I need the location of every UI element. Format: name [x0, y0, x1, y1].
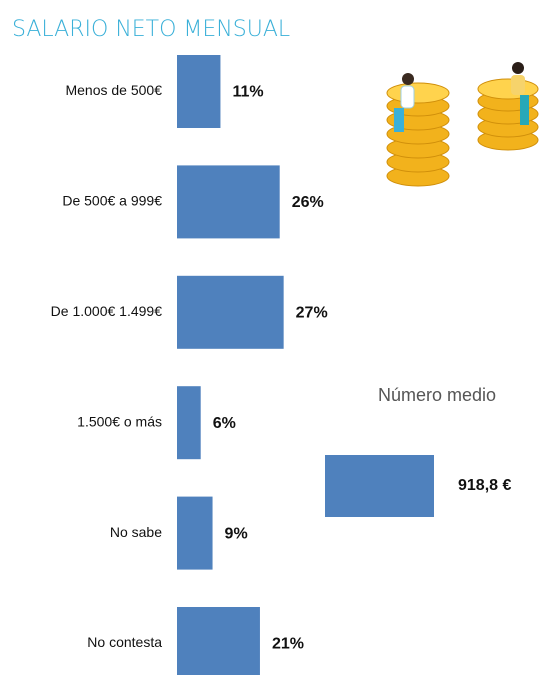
- average-bar: [325, 455, 434, 517]
- category-label: De 1.000€ 1.499€: [51, 303, 163, 319]
- value-label: 21%: [272, 636, 304, 653]
- value-label: 11%: [232, 84, 263, 101]
- bar: [177, 496, 213, 570]
- category-label: Menos de 500€: [65, 82, 162, 98]
- value-label: 9%: [225, 525, 248, 542]
- average-label: 918,8 €: [458, 477, 511, 494]
- average-title: Número medio: [378, 385, 496, 405]
- category-label: No sabe: [110, 524, 162, 540]
- bar: [177, 165, 280, 239]
- bar: [177, 55, 221, 128]
- category-label: 1.500€ o más: [77, 413, 162, 429]
- category-label: De 500€ a 999€: [62, 193, 162, 209]
- value-label: 26%: [292, 194, 324, 211]
- bar: [177, 607, 260, 675]
- value-label: 27%: [296, 305, 328, 322]
- bar: [177, 386, 201, 460]
- bar: [177, 275, 284, 349]
- category-label: No contesta: [87, 634, 162, 650]
- chart-title: SALARIO NETO MENSUAL: [12, 17, 290, 42]
- value-label: 6%: [213, 415, 236, 432]
- illustration: [386, 62, 539, 187]
